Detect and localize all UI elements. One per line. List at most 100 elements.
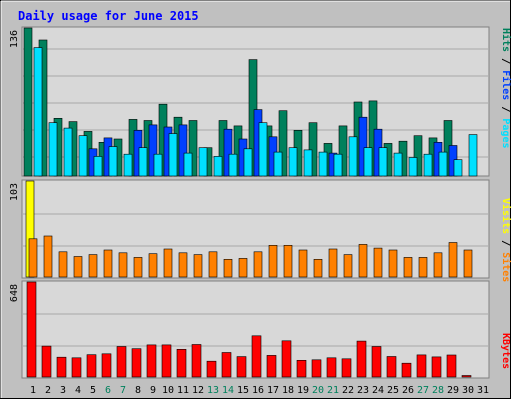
bar-sites-day-26 (403, 257, 413, 278)
bar-kbytes-day-23 (356, 340, 367, 378)
bar-sites-day-10 (163, 248, 173, 278)
bar-pages-day-28 (438, 151, 448, 177)
x-tick-label-day-31: 31 (477, 385, 489, 396)
bar-kbytes-day-21 (326, 357, 337, 378)
legend-hits: Hits (500, 28, 512, 52)
bar-files-day-11 (178, 124, 188, 177)
bar-pages-day-9 (153, 153, 163, 177)
bar-kbytes-day-3 (56, 356, 67, 378)
bar-sites-day-20 (313, 258, 323, 278)
bar-pages-day-13 (213, 156, 223, 177)
bar-sites-day-24 (373, 247, 383, 278)
x-tick-label-day-26: 26 (402, 385, 414, 396)
bar-pages-day-16 (258, 122, 268, 177)
bar-sites-day-1 (28, 238, 38, 278)
x-tick-label-day-20: 20 (312, 385, 324, 396)
bar-hits-day-27 (413, 135, 423, 177)
x-tick-label-day-24: 24 (372, 385, 384, 396)
bar-kbytes-day-25 (386, 356, 397, 378)
bar-kbytes-day-22 (341, 358, 352, 378)
bar-sites-day-3 (58, 251, 68, 278)
chart-title: Daily usage for June 2015 (18, 9, 199, 23)
legend-pages: Pages (500, 118, 511, 148)
bar-pages-day-17 (273, 151, 283, 177)
x-tick-label-day-30: 30 (462, 385, 474, 396)
bar-hits-day-22 (338, 125, 348, 177)
hits-scale-label: 136 (9, 30, 20, 48)
x-tick-label-day-13: 13 (207, 385, 219, 396)
bar-pages-day-3 (63, 127, 73, 177)
bar-sites-day-13 (208, 251, 218, 278)
legend-kbytes: KBytes (500, 333, 511, 369)
bar-pages-day-15 (243, 148, 253, 177)
x-tick-label-day-14: 14 (222, 385, 234, 396)
x-tick-label-day-28: 28 (432, 385, 444, 396)
x-tick-label-day-19: 19 (297, 385, 309, 396)
x-tick-label-day-29: 29 (447, 385, 459, 396)
bar-hits-day-18 (278, 110, 288, 177)
bar-pages-day-1 (33, 47, 43, 177)
bar-pages-day-14 (228, 153, 238, 177)
bar-sites-day-19 (298, 249, 308, 278)
bar-pages-day-26 (408, 157, 418, 177)
x-tick-label-day-1: 1 (30, 385, 36, 396)
bar-pages-day-5 (93, 156, 103, 177)
bar-sites-day-2 (43, 235, 53, 278)
bar-kbytes-day-11 (176, 348, 187, 378)
bar-sites-day-28 (433, 252, 443, 278)
bar-files-day-9 (148, 124, 158, 177)
bar-kbytes-day-26 (401, 362, 412, 378)
bar-kbytes-day-13 (206, 360, 217, 378)
bar-pages-day-19 (303, 149, 313, 177)
bar-sites-day-18 (283, 245, 293, 278)
bar-kbytes-day-20 (311, 359, 322, 378)
bar-sites-day-8 (133, 257, 143, 278)
x-tick-label-day-7: 7 (120, 385, 126, 396)
x-tick-label-day-17: 17 (267, 385, 279, 396)
x-tick-label-day-8: 8 (135, 385, 141, 396)
visits-scale-label: 103 (9, 183, 20, 201)
bar-sites-day-21 (328, 248, 338, 278)
legend-hits-files-pages: Hits / Files / Pages (500, 28, 512, 149)
bar-pages-day-21 (333, 153, 343, 177)
bar-kbytes-day-1 (26, 281, 37, 378)
bar-pages-day-12 (198, 147, 208, 177)
bar-pages-day-30 (468, 134, 478, 177)
x-tick-label-day-4: 4 (75, 385, 81, 396)
bar-kbytes-day-17 (266, 355, 277, 378)
x-tick-label-day-3: 3 (60, 385, 66, 396)
bar-sites-day-7 (118, 252, 128, 278)
x-tick-label-day-15: 15 (237, 385, 249, 396)
legend-sites: Sites (500, 252, 512, 282)
bar-kbytes-day-18 (281, 340, 292, 378)
bar-files-day-14 (223, 128, 233, 177)
bar-kbytes-day-5 (86, 354, 97, 378)
bar-sites-day-29 (448, 242, 458, 278)
bar-sites-day-11 (178, 252, 188, 278)
bar-kbytes-day-19 (296, 359, 307, 378)
bar-kbytes-day-8 (131, 348, 142, 378)
bar-pages-day-25 (393, 152, 403, 177)
x-tick-label-day-18: 18 (282, 385, 294, 396)
x-tick-label-day-2: 2 (45, 385, 51, 396)
bar-pages-day-6 (108, 146, 118, 177)
bar-kbytes-day-30 (461, 375, 472, 378)
x-tick-label-day-11: 11 (177, 385, 189, 396)
bar-sites-day-4 (73, 256, 83, 278)
bar-kbytes-day-2 (41, 345, 52, 378)
x-tick-label-day-27: 27 (417, 385, 429, 396)
x-tick-label-day-23: 23 (357, 385, 369, 396)
bar-sites-day-23 (358, 244, 368, 278)
bar-sites-day-30 (463, 249, 473, 278)
legend-files: Files (500, 70, 512, 100)
kbytes-scale-label: 648 (9, 284, 20, 302)
bar-kbytes-day-12 (191, 344, 202, 378)
bar-sites-day-15 (238, 258, 248, 278)
bar-sites-day-22 (343, 254, 353, 278)
bar-kbytes-day-15 (236, 356, 247, 378)
bar-kbytes-day-24 (371, 346, 382, 378)
bar-hits-day-1 (23, 27, 33, 177)
bar-pages-day-22 (348, 136, 358, 177)
bar-pages-day-27 (423, 153, 433, 177)
